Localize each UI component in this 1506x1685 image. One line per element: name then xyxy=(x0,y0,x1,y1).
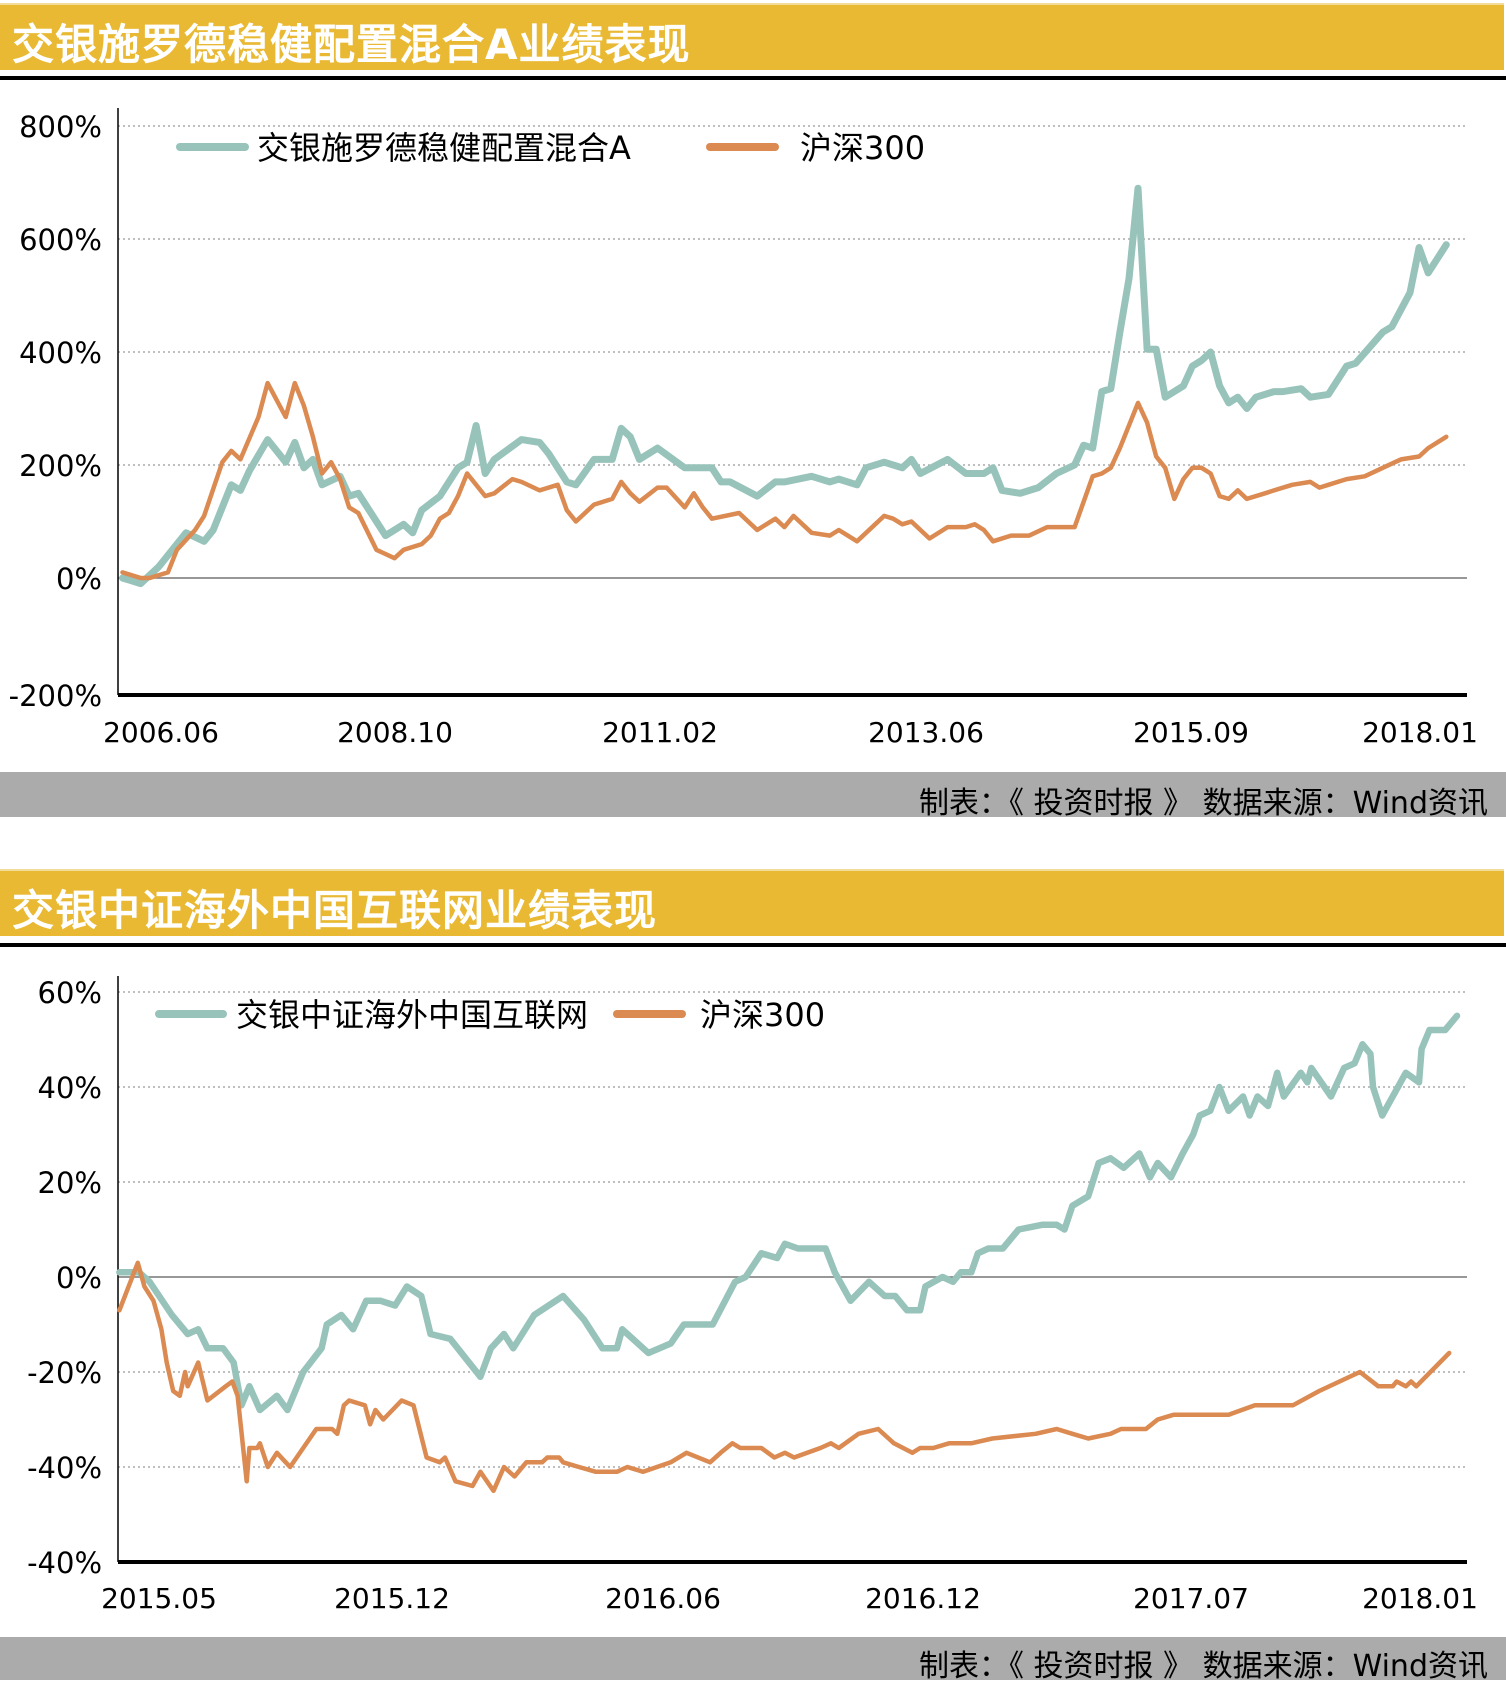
x-tick-label: 2016.12 xyxy=(865,1582,981,1615)
y-tick-label: -40% xyxy=(27,1451,102,1485)
x-tick-label: 2006.06 xyxy=(103,716,219,749)
legend-label: 交银中证海外中国互联网 xyxy=(236,996,588,1034)
chart1-title: 交银施罗德稳健配置混合A业绩表现 xyxy=(12,20,691,69)
x-tick-label: 2018.01 xyxy=(1362,716,1478,749)
x-tick-label: 2013.06 xyxy=(868,716,984,749)
y-tick-label: 60% xyxy=(38,976,102,1010)
x-tick-label: 2015.12 xyxy=(334,1582,450,1615)
chart-1: 800% 600% 400% 200% 0% -200%2006.06 2008.10 201… xyxy=(9,108,1478,749)
y-tick-label: 20% xyxy=(38,1166,102,1200)
legend-label: 交银施罗德稳健配置混合A xyxy=(257,129,631,167)
y-tick-label: 0% xyxy=(56,562,102,596)
chart1-footer-bar: 制表：《 投资时报 》 数据来源：Wind资讯 xyxy=(0,772,1506,821)
chart2-title-bar: 交银中证海外中国互联网业绩表现 xyxy=(0,869,1504,936)
y-tick-label: 600% xyxy=(19,223,102,257)
x-tick-label: 2015.09 xyxy=(1133,716,1249,749)
y-tick-label: -20% xyxy=(27,1356,102,1390)
chart2-title-rule xyxy=(0,943,1506,947)
chart1-source-note: 制表：《 投资时报 》 数据来源：Wind资讯 xyxy=(918,786,1488,821)
series-line-2 xyxy=(120,380,1449,581)
x-tick-label: 2017.07 xyxy=(1133,1582,1249,1615)
series-line-1 xyxy=(116,1012,1461,1414)
x-tick-label: 2015.05 xyxy=(101,1582,217,1615)
chart1-title-bar: 交银施罗德稳健配置混合A业绩表现 xyxy=(0,3,1504,70)
y-tick-label: -200% xyxy=(9,679,102,713)
y-tick-label: 400% xyxy=(19,336,102,370)
legend-label: 沪深300 xyxy=(800,129,925,167)
x-tick-label: 2016.06 xyxy=(605,1582,721,1615)
x-tick-label: 2018.01 xyxy=(1362,1582,1478,1615)
y-tick-label: 0% xyxy=(56,1261,102,1295)
y-tick-label: 200% xyxy=(19,449,102,483)
series-line-2 xyxy=(117,1260,1452,1494)
series-line-1 xyxy=(119,184,1450,588)
x-tick-label: 2008.10 xyxy=(337,716,453,749)
chart2-title: 交银中证海外中国互联网业绩表现 xyxy=(12,886,658,935)
chart2-source-note: 制表：《 投资时报 》 数据来源：Wind资讯 xyxy=(918,1649,1488,1684)
y-tick-label: 800% xyxy=(19,110,102,144)
y-tick-label: 40% xyxy=(38,1071,102,1105)
y-tick-label: -40% xyxy=(27,1546,102,1580)
chart1-title-rule xyxy=(0,76,1506,80)
chart2-footer-bar: 制表：《 投资时报 》 数据来源：Wind资讯 xyxy=(0,1637,1506,1684)
chart-2: 60%40%20%0%-20%-40%-40%2015.05 2015.12 201… xyxy=(27,976,1478,1615)
legend-label: 沪深300 xyxy=(700,996,825,1034)
x-tick-label: 2011.02 xyxy=(602,716,718,749)
